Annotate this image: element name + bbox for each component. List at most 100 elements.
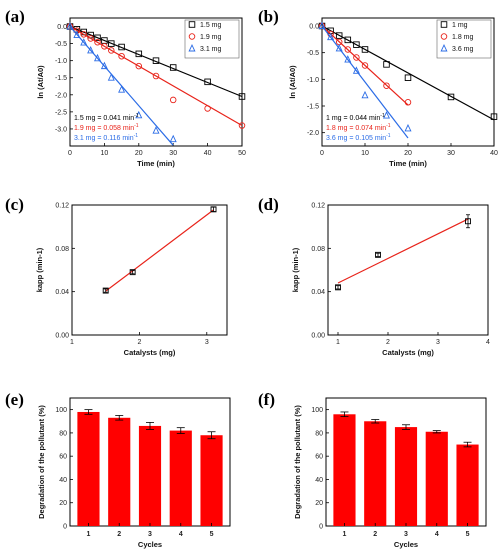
data-point-square	[108, 40, 115, 47]
panel-label: (c)	[5, 195, 24, 214]
data-point-square	[94, 34, 101, 42]
y-tick-label: 0.0	[309, 24, 319, 31]
y-tick-label: 40	[315, 477, 323, 484]
x-tick-label: 10	[361, 150, 369, 157]
data-point-triangle	[87, 45, 95, 54]
x-tick-label: 5	[210, 531, 214, 538]
data-point-square	[383, 61, 390, 68]
data-point-circle	[152, 72, 160, 80]
x-tick-label: 1	[336, 339, 340, 346]
x-axis-label: Time (min)	[389, 159, 427, 168]
data-point-triangle	[100, 61, 108, 70]
data-point-square	[135, 50, 143, 58]
data-point-square	[440, 21, 448, 28]
x-tick-label: 3	[404, 531, 408, 538]
y-tick-label: -2.0	[55, 92, 67, 99]
x-tick-label: 1	[343, 531, 347, 538]
y-tick-label: -3.0	[55, 126, 67, 133]
y-tick-label: 0.04	[55, 289, 69, 296]
legend-entry: 3.6 mg	[452, 46, 474, 53]
bar	[169, 430, 192, 526]
data-point-triangle	[318, 21, 326, 29]
bar	[333, 414, 356, 526]
rate-unit-exponent: -1	[386, 133, 391, 139]
fit-line	[105, 209, 214, 292]
plot-frame	[327, 204, 489, 336]
bar	[364, 421, 387, 526]
y-tick-label: -1.5	[307, 104, 319, 111]
y-tick-label: 0	[63, 524, 67, 531]
data-point-circle	[94, 38, 101, 46]
data-point-triangle	[327, 32, 335, 41]
y-axis-label: kapp (min-1)	[291, 247, 300, 292]
x-tick-label: 0	[320, 150, 324, 157]
x-tick-label: 0	[68, 150, 72, 157]
data-point-circle	[204, 105, 211, 112]
data-point-square	[375, 251, 381, 258]
y-tick-label: 60	[315, 454, 323, 461]
y-tick-label: -2.0	[307, 130, 319, 137]
x-axis-label: Time (min)	[137, 159, 175, 168]
data-point-circle	[87, 35, 94, 42]
y-axis-label: kapp (min-1)	[35, 247, 44, 292]
data-point-square	[204, 78, 211, 86]
y-tick-label: 0.12	[55, 203, 69, 210]
data-point-triangle	[80, 38, 88, 46]
data-point-circle	[353, 54, 360, 61]
x-tick-label: 4	[486, 339, 490, 346]
fit-line	[321, 25, 409, 106]
data-point-triangle	[440, 44, 448, 52]
legend-box	[184, 19, 240, 59]
x-axis-label: Cycles	[138, 540, 162, 549]
chart-panel-a: (a) 0 10 20 30 40 50 0.0 -0.5 -1.0 -1.5 -2.0 -2.5 -3.…	[5, 7, 246, 168]
data-point-square	[361, 46, 369, 53]
data-point-triangle	[382, 111, 391, 119]
y-tick-label: 0.0	[57, 24, 67, 31]
data-point-circle	[383, 82, 390, 89]
fit-line	[69, 26, 243, 127]
data-point-square	[118, 43, 125, 51]
data-point-square	[490, 113, 498, 120]
data-point-triangle	[344, 55, 352, 63]
y-tick-label: 20	[59, 500, 67, 507]
legend-box	[436, 19, 492, 59]
y-tick-label: 80	[315, 430, 323, 437]
bar	[425, 431, 448, 526]
data-point-triangle	[66, 22, 74, 30]
bar	[394, 427, 418, 526]
data-point-circle	[108, 47, 115, 54]
y-tick-label: 80	[59, 430, 67, 437]
data-point-triangle	[352, 66, 360, 74]
x-tick-label: 3	[436, 339, 440, 346]
x-tick-label: 40	[204, 150, 212, 157]
x-axis-label: Catalysts (mg)	[124, 348, 176, 357]
legend-entry: 3.1 mg	[200, 46, 222, 53]
bar	[200, 435, 223, 526]
x-tick-label: 4	[179, 531, 183, 538]
y-tick-label: -1.0	[55, 58, 67, 65]
y-tick-label: -1.5	[55, 75, 67, 82]
y-tick-label: 0.08	[55, 246, 69, 253]
y-tick-label: 40	[59, 477, 67, 484]
y-tick-label: -2.5	[55, 109, 67, 116]
rate-unit-exponent: -1	[134, 113, 139, 119]
x-tick-label: 20	[135, 150, 143, 157]
data-point-triangle	[135, 110, 143, 119]
chart-panel-c: (c) 1 2 3 0.00 0.04 0.08 0.12 Catalysts (mg) kapp…	[5, 195, 228, 357]
data-point-square	[344, 36, 352, 44]
y-tick-label: 0.12	[311, 203, 325, 210]
data-point-square	[102, 287, 109, 294]
data-point-triangle	[335, 43, 343, 52]
rate-unit-exponent: -1	[386, 123, 391, 129]
data-point-square	[169, 64, 177, 71]
data-point-circle	[101, 43, 108, 50]
data-point-triangle	[73, 30, 81, 39]
y-tick-label: 100	[55, 407, 67, 414]
x-tick-label: 3	[205, 339, 209, 346]
data-point-circle	[118, 52, 125, 60]
data-point-square	[335, 32, 343, 39]
data-point-square	[465, 218, 471, 225]
x-tick-label: 1	[87, 531, 91, 538]
y-axis-label: Degradation of the pollutant (%)	[37, 405, 46, 519]
